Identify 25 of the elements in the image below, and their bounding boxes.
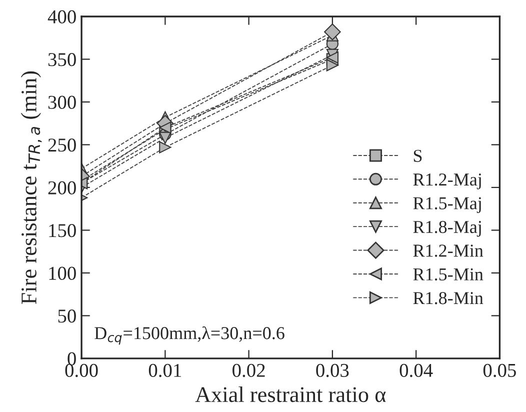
legend-label: R1.8-Maj <box>413 220 481 237</box>
x-tick-label: 0.00 <box>65 364 98 378</box>
y-tick-label: 0 <box>68 352 76 366</box>
annotation: D$_{cq}$=1500mm,λ=30,n=0.6 <box>94 326 284 345</box>
x-tick-label: 0.01 <box>148 364 182 378</box>
x-tick-label: 0.04 <box>400 364 433 378</box>
x-tick-label: 0.05 <box>483 364 516 378</box>
y-tick-label: 200 <box>48 181 76 194</box>
x-tick-label: 0.02 <box>232 364 265 378</box>
y-tick-label: 300 <box>48 96 76 109</box>
y-tick-label: 150 <box>49 224 76 238</box>
y-tick-label: 400 <box>48 10 76 24</box>
y-tick-label: 350 <box>48 53 76 66</box>
legend-label: S <box>414 150 422 162</box>
legend-label: R1.2-Min <box>413 244 484 257</box>
y-axis-title: Fire resistance t$_{TR,a}$ (min) <box>20 71 42 304</box>
legend-label: R1.5-Maj <box>413 197 481 214</box>
legend-label: R1.8-Min <box>413 292 484 304</box>
x-tick-label: 0.03 <box>316 364 349 378</box>
y-tick-label: 50 <box>58 310 76 323</box>
y-tick-label: 250 <box>48 138 76 152</box>
legend-label: R1.2-Maj <box>413 174 481 190</box>
x-axis-title: Axial restraint ratio α <box>195 386 386 402</box>
legend-label: R1.5-Min <box>413 268 484 281</box>
y-tick-label: 100 <box>49 266 76 280</box>
